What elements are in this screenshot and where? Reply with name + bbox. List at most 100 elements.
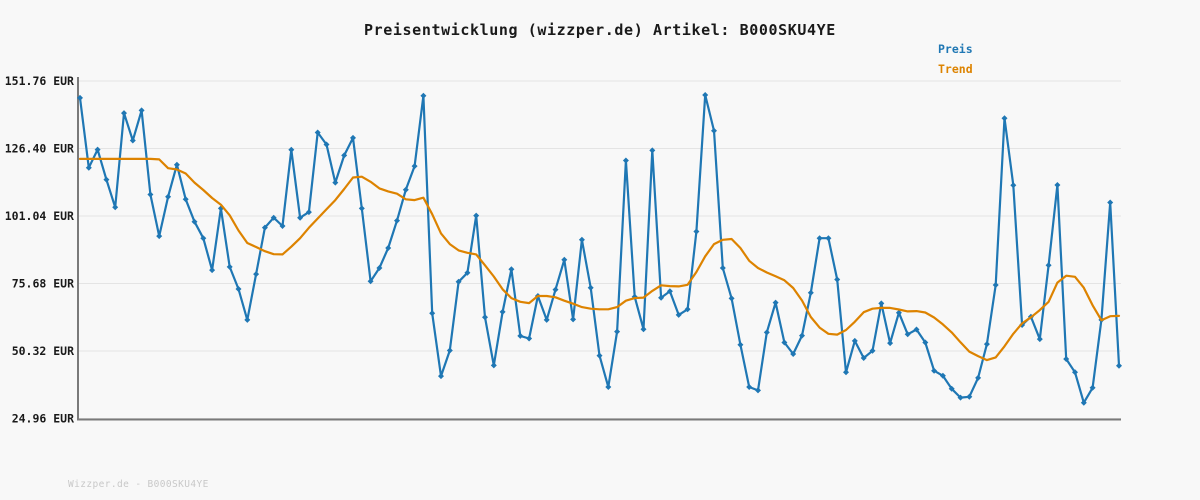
preis-marker xyxy=(103,176,110,183)
preis-marker xyxy=(341,152,348,159)
preis-marker xyxy=(499,308,506,315)
preis-marker xyxy=(825,235,832,242)
preis-marker xyxy=(799,332,805,339)
legend-item-preis: Preis xyxy=(938,42,973,56)
preis-marker xyxy=(182,196,189,203)
preis-marker xyxy=(438,373,444,380)
preis-marker xyxy=(129,137,136,144)
preis-marker xyxy=(570,316,577,323)
preis-marker xyxy=(420,92,427,99)
preis-marker xyxy=(156,233,163,240)
preis-marker xyxy=(755,387,761,394)
preis-marker xyxy=(1010,182,1017,189)
preis-marker xyxy=(693,228,700,235)
preis-marker xyxy=(191,218,198,225)
preis-marker xyxy=(1054,182,1061,188)
preis-marker xyxy=(526,335,533,342)
preis-marker xyxy=(1080,399,1087,406)
preis-marker xyxy=(297,214,304,221)
preis-marker xyxy=(878,300,885,307)
preis-marker xyxy=(948,385,955,392)
y-tick-label: 75.68 EUR xyxy=(12,277,74,291)
preis-marker xyxy=(112,204,119,211)
preis-marker xyxy=(931,367,938,374)
preis-marker xyxy=(605,384,612,390)
preis-marker xyxy=(781,339,788,346)
preis-marker xyxy=(816,235,823,242)
preis-marker xyxy=(385,245,392,251)
preis-marker xyxy=(455,278,462,285)
preis-marker xyxy=(411,163,418,170)
preis-marker xyxy=(640,326,647,333)
preis-marker xyxy=(922,339,929,346)
preis-marker xyxy=(807,289,814,296)
preis-marker xyxy=(429,310,436,317)
preis-marker xyxy=(323,141,330,148)
preis-marker xyxy=(121,110,127,117)
preis-marker xyxy=(288,146,295,153)
preis-marker xyxy=(305,209,312,216)
preis-marker xyxy=(235,286,242,292)
preis-marker xyxy=(367,278,374,285)
preis-marker xyxy=(226,263,233,270)
preis-marker xyxy=(473,212,480,219)
preis-marker xyxy=(1072,369,1078,376)
preis-marker xyxy=(702,92,709,98)
preis-marker xyxy=(966,393,973,400)
price-chart: 151.76 EUR 126.40 EUR 101.04 EUR 75.68 EUR 5… xyxy=(5,74,1122,426)
preis-marker xyxy=(587,284,594,291)
preis-marker xyxy=(253,271,260,278)
preis-marker xyxy=(649,147,656,154)
preis-marker xyxy=(209,267,216,274)
preis-marker xyxy=(992,282,999,288)
preis-marker xyxy=(376,265,383,271)
preis-marker xyxy=(402,186,409,193)
preis-marker xyxy=(622,157,629,164)
preis-marker xyxy=(482,314,488,321)
price-chart-svg: 151.76 EUR 126.40 EUR 101.04 EUR 75.68 EUR 5… xyxy=(5,74,1122,426)
preis-marker xyxy=(517,332,524,339)
preis-marker xyxy=(332,179,339,186)
preis-marker xyxy=(147,191,154,198)
preis-marker xyxy=(543,316,550,323)
preis-marker xyxy=(887,340,894,347)
preis-marker xyxy=(358,205,365,212)
preis-marker xyxy=(975,374,982,381)
preis-marker xyxy=(200,235,207,242)
preis-marker xyxy=(737,341,744,348)
preis-marker xyxy=(790,351,797,357)
trend-series-line xyxy=(78,157,1121,362)
preis-marker xyxy=(1036,336,1043,343)
preis-marker xyxy=(1089,384,1096,391)
preis-marker xyxy=(578,236,585,243)
preis-marker xyxy=(244,316,251,323)
y-tick-label: 24.96 EUR xyxy=(12,412,74,426)
preis-marker xyxy=(94,146,101,153)
preis-marker xyxy=(711,127,717,134)
preis-marker xyxy=(1063,356,1070,362)
preis-marker xyxy=(596,352,603,359)
preis-marker xyxy=(684,306,691,313)
preis-marker xyxy=(1107,199,1114,206)
preis-marker xyxy=(869,347,876,354)
preis-marker xyxy=(834,276,841,283)
y-tick-label: 50.32 EUR xyxy=(12,344,74,358)
preis-marker xyxy=(675,311,682,318)
preis-marker xyxy=(138,107,145,114)
preis-marker xyxy=(464,269,471,276)
preis-marker xyxy=(394,217,400,224)
preis-marker xyxy=(851,337,858,344)
preis-marker xyxy=(983,341,990,348)
preis-marker xyxy=(895,309,902,316)
preis-marker xyxy=(904,331,911,338)
preis-marker xyxy=(614,328,621,335)
preis-marker xyxy=(350,134,356,141)
chart-legend: Preis Trend xyxy=(938,39,973,79)
preis-marker xyxy=(1045,262,1052,269)
preis-marker xyxy=(658,294,665,301)
y-tick-label: 151.76 EUR xyxy=(5,74,74,88)
preis-marker xyxy=(1001,115,1008,122)
preis-marker xyxy=(270,214,277,221)
preis-marker xyxy=(746,384,753,390)
y-tick-label: 101.04 EUR xyxy=(5,209,74,223)
